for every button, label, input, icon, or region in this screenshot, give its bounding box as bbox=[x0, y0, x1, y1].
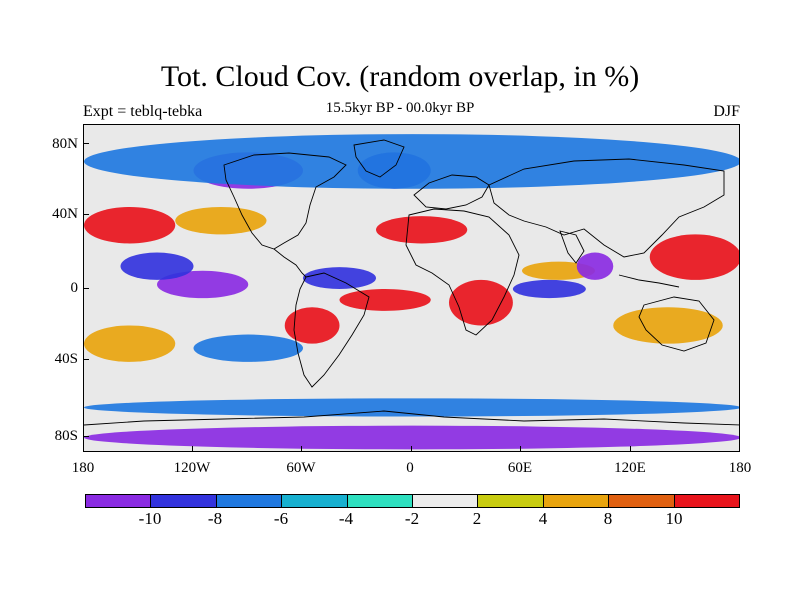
colorbar-label: 8 bbox=[603, 509, 613, 528]
europe-coast bbox=[413, 174, 490, 210]
lat-label-40s: 40S bbox=[54, 351, 78, 367]
lon-label-60e: 60E bbox=[507, 460, 533, 476]
south-america-coast bbox=[293, 272, 370, 388]
map-panel bbox=[83, 124, 740, 452]
india-coast bbox=[559, 230, 585, 264]
lon-label-120e: 120E bbox=[614, 460, 646, 476]
colorbar-segment bbox=[478, 495, 544, 507]
field-region bbox=[84, 398, 739, 417]
north-america-coast bbox=[223, 152, 347, 250]
field-region bbox=[449, 279, 513, 326]
colorbar-segment bbox=[543, 495, 610, 507]
field-region bbox=[576, 252, 614, 280]
lon-tick bbox=[520, 446, 521, 452]
lat-tick bbox=[83, 288, 89, 289]
lon-label-0: 0 bbox=[406, 460, 414, 476]
colorbar-label: 10 bbox=[665, 509, 683, 528]
season-label: DJF bbox=[713, 103, 740, 120]
field-region bbox=[649, 234, 739, 280]
field-region bbox=[120, 252, 194, 280]
colorbar-segment bbox=[674, 495, 740, 507]
field-region bbox=[303, 267, 376, 289]
field-region bbox=[175, 207, 267, 235]
lon-label-180w: 180 bbox=[71, 460, 95, 476]
colorbar-label: -4 bbox=[338, 509, 354, 528]
field-region bbox=[84, 207, 176, 244]
lat-label-80s: 80S bbox=[54, 428, 78, 444]
plot-title: Tot. Cloud Cov. (random overlap, in %) bbox=[160, 60, 640, 93]
colorbar-segment bbox=[413, 495, 479, 507]
indonesia-coast bbox=[618, 274, 680, 288]
time-range-label: 15.5kyr BP - 00.0kyr BP bbox=[325, 100, 475, 116]
antarctica-coast bbox=[84, 410, 739, 426]
asia-coast bbox=[488, 158, 725, 258]
lon-tick bbox=[630, 446, 631, 452]
experiment-label: Expt = teblq-tebka bbox=[83, 103, 203, 120]
cloud-cover-map bbox=[84, 134, 739, 450]
colorbar-segment bbox=[86, 495, 152, 507]
field-region bbox=[613, 307, 723, 344]
lat-tick bbox=[83, 143, 89, 144]
lon-label-120w: 120W bbox=[173, 460, 211, 476]
field-region bbox=[157, 270, 249, 299]
colorbar-label: -6 bbox=[273, 509, 289, 528]
lat-tick bbox=[83, 436, 89, 437]
colorbar-label: 2 bbox=[472, 509, 482, 528]
greenland-coast bbox=[353, 139, 405, 178]
lon-label-60w: 60W bbox=[286, 460, 316, 476]
field-region bbox=[84, 325, 176, 362]
field-region bbox=[376, 216, 468, 244]
colorbar-segment bbox=[216, 495, 283, 507]
colorbar-segment bbox=[609, 495, 675, 507]
field-region bbox=[193, 334, 303, 362]
colorbar-label: -10 bbox=[138, 509, 162, 528]
colorbar-label: -8 bbox=[207, 509, 223, 528]
coastlines bbox=[84, 139, 739, 426]
lon-label-180e: 180 bbox=[728, 460, 752, 476]
field-region bbox=[339, 289, 431, 311]
field-region bbox=[84, 134, 739, 189]
lat-label-80n: 80N bbox=[52, 136, 78, 152]
lon-tick bbox=[301, 446, 302, 452]
lat-tick bbox=[83, 214, 89, 215]
lat-label-0: 0 bbox=[70, 280, 79, 296]
lat-label-40n: 40N bbox=[52, 206, 78, 222]
australia-coast bbox=[638, 296, 715, 352]
colorbar-label: -2 bbox=[404, 509, 420, 528]
lat-tick bbox=[83, 359, 89, 360]
africa-coast bbox=[405, 208, 520, 336]
field-region bbox=[512, 279, 586, 299]
colorbar-segment bbox=[347, 495, 414, 507]
central-america-coast bbox=[273, 248, 307, 278]
colorbar-segment bbox=[282, 495, 348, 507]
colorbar-segment bbox=[151, 495, 217, 507]
field-region bbox=[284, 307, 340, 344]
colorbar bbox=[85, 494, 740, 508]
field-layer bbox=[84, 134, 739, 450]
field-region bbox=[84, 425, 739, 450]
lon-tick bbox=[411, 446, 412, 452]
colorbar-label: 4 bbox=[538, 509, 548, 528]
lon-tick bbox=[192, 446, 193, 452]
